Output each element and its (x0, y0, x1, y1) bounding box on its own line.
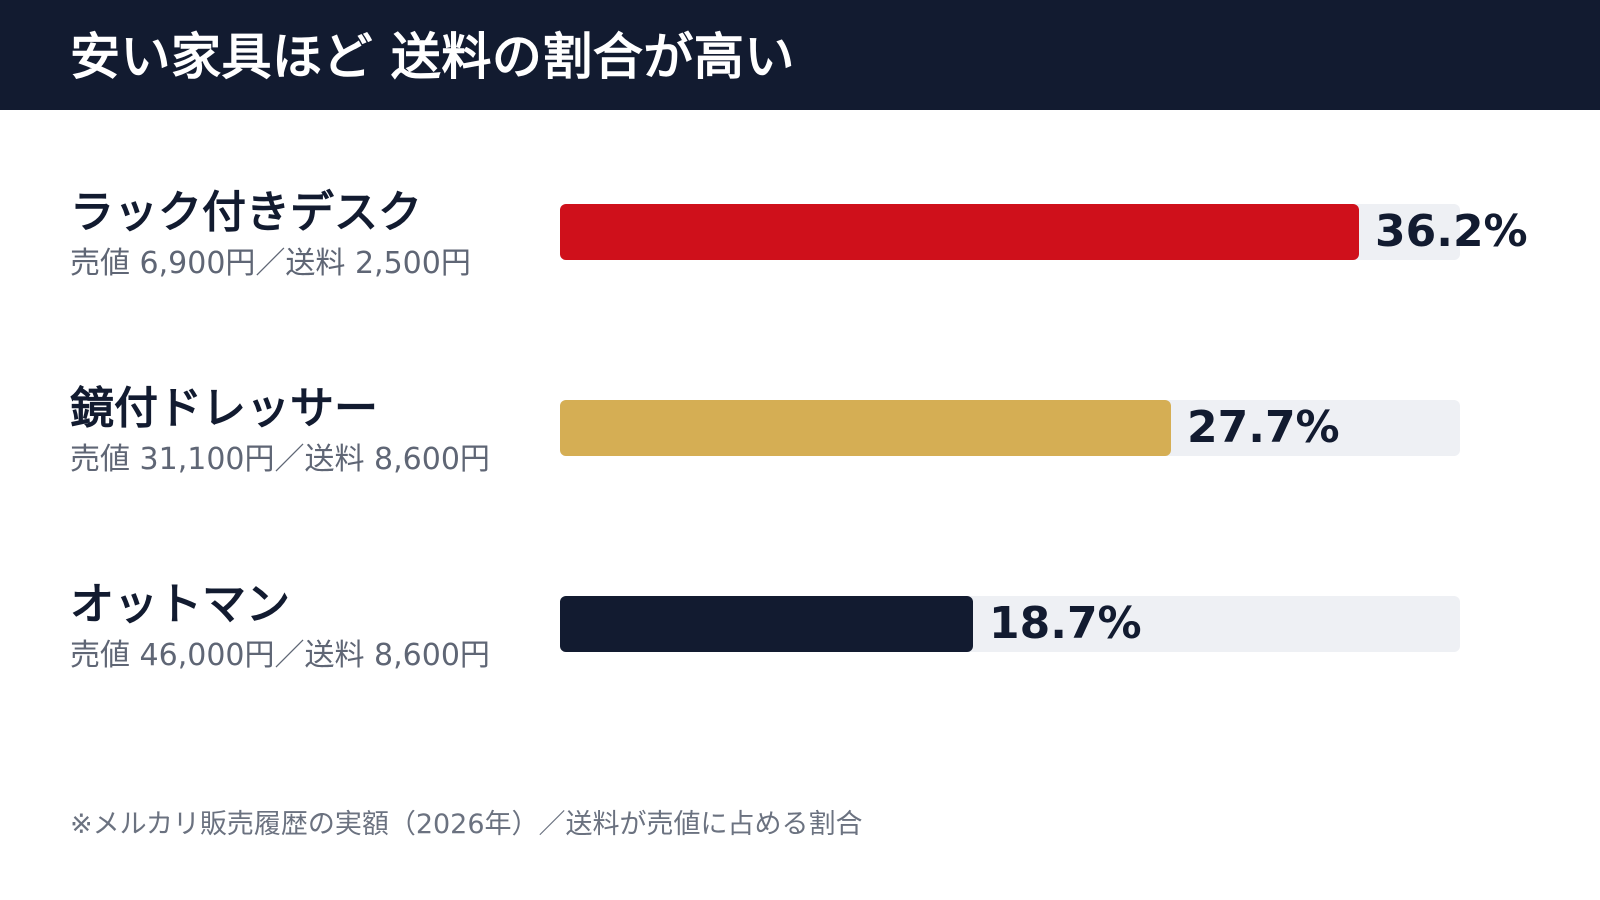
bar-track (560, 596, 1460, 652)
category-label: オットマン (70, 579, 290, 630)
price-sublabel: 売値 31,100円／送料 8,600円 (70, 442, 490, 477)
data-label: 18.7% (989, 598, 1142, 649)
bar (560, 204, 1359, 260)
data-label: 27.7% (1187, 402, 1340, 453)
bar (560, 400, 1171, 456)
page-title: 安い家具ほど 送料の割合が高い (70, 28, 795, 86)
bar-row-dresser: 鏡付ドレッサー 売値 31,100円／送料 8,600円 27.7% (0, 384, 1600, 494)
price-sublabel: 売値 6,900円／送料 2,500円 (70, 246, 471, 281)
data-label: 36.2% (1375, 206, 1528, 257)
bar-track (560, 204, 1460, 260)
bar-row-ottoman: オットマン 売値 46,000円／送料 8,600円 18.7% (0, 580, 1600, 690)
footnote: ※メルカリ販売履歴の実額（2026年）／送料が売値に占める割合 (70, 809, 863, 840)
category-label: 鏡付ドレッサー (70, 383, 378, 434)
price-sublabel: 売値 46,000円／送料 8,600円 (70, 638, 490, 673)
category-label: ラック付きデスク (70, 187, 422, 238)
bar-row-rack-desk: ラック付きデスク 売値 6,900円／送料 2,500円 36.2% (0, 188, 1600, 298)
header-bar: 安い家具ほど 送料の割合が高い (0, 0, 1600, 110)
bar (560, 596, 973, 652)
bar-track (560, 400, 1460, 456)
